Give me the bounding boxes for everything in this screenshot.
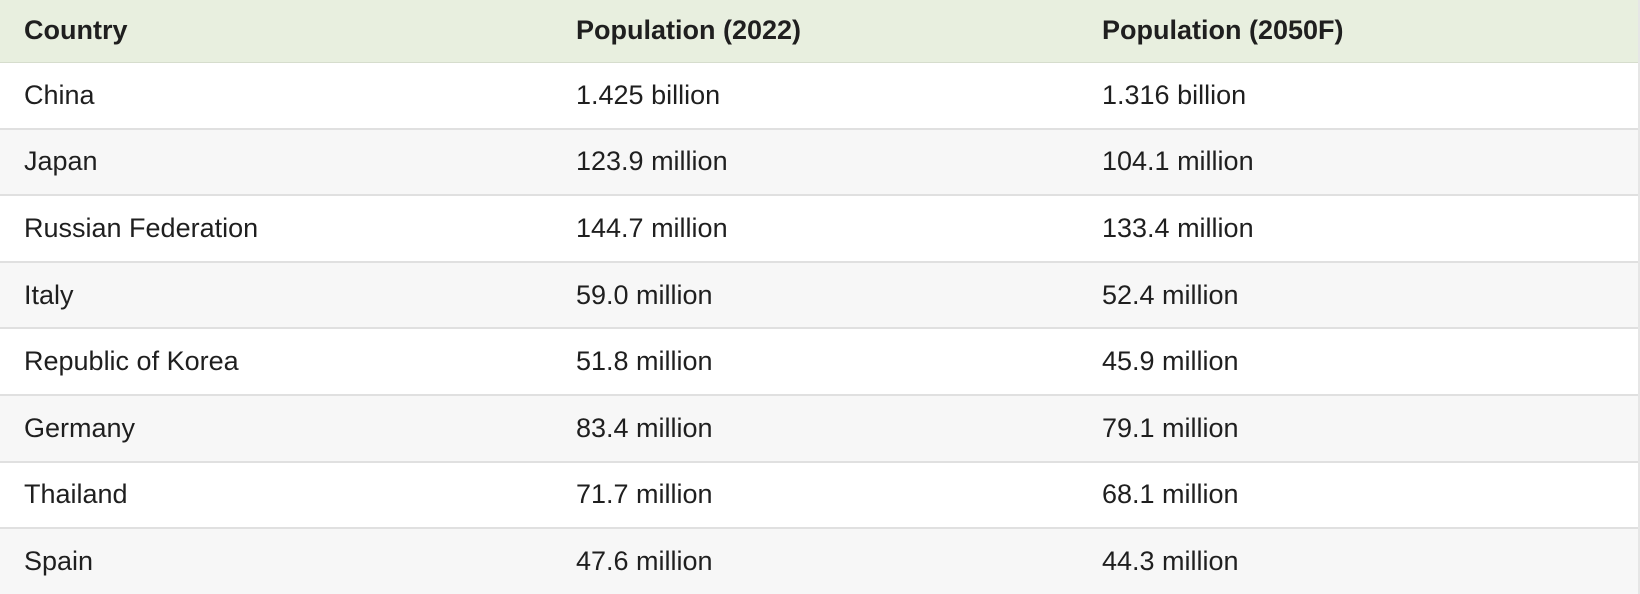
table-row: Italy 59.0 million 52.4 million [0, 261, 1638, 329]
cell-population-2050f: 52.4 million [1102, 279, 1239, 310]
cell-population-2050f: 44.3 million [1102, 545, 1239, 576]
cell-population-2050f: 1.316 billion [1102, 79, 1247, 110]
cell-population-2022: 51.8 million [576, 346, 713, 377]
cell-population-2050f: 133.4 million [1102, 212, 1254, 243]
cell-country: Russian Federation [24, 212, 259, 243]
cell-population-2022: 71.7 million [576, 479, 713, 510]
cell-population-2050f: 45.9 million [1102, 346, 1239, 377]
table-row: Spain 47.6 million 44.3 million [0, 528, 1638, 594]
table-row: China 1.425 billion 1.316 billion [0, 62, 1638, 129]
cell-country: China [24, 79, 95, 110]
cell-population-2022: 123.9 million [576, 146, 728, 177]
cell-country: Spain [24, 545, 94, 576]
table-row: Thailand 71.7 million 68.1 million [0, 461, 1638, 529]
table-header: Country Population (2022) Population (20… [0, 0, 1638, 63]
table-row: Germany 83.4 million 79.1 million [0, 394, 1638, 462]
cell-country: Italy [24, 279, 74, 310]
header-country: Country [0, 0, 552, 63]
cell-country: Japan [24, 146, 98, 177]
cell-population-2050f: 79.1 million [1102, 412, 1239, 443]
cell-population-2022: 59.0 million [576, 279, 713, 310]
cell-population-2022: 144.7 million [576, 212, 728, 243]
header-population-2022: Population (2022) [552, 0, 1078, 63]
table-row: Japan 123.9 million 104.1 million [0, 128, 1638, 196]
cell-country: Germany [24, 412, 136, 443]
cell-population-2022: 1.425 billion [576, 79, 721, 110]
cell-population-2022: 47.6 million [576, 545, 713, 576]
header-population-2050f: Population (2050F) [1078, 0, 1638, 63]
table-row: Republic of Korea 51.8 million 45.9 mill… [0, 328, 1638, 395]
table-body: China 1.425 billion 1.316 billion Japan … [0, 62, 1638, 594]
cell-country: Republic of Korea [24, 346, 239, 377]
cell-country: Thailand [24, 479, 128, 510]
cell-population-2050f: 104.1 million [1102, 146, 1254, 177]
table-row: Russian Federation 144.7 million 133.4 m… [0, 195, 1638, 262]
cell-population-2022: 83.4 million [576, 412, 713, 443]
cell-population-2050f: 68.1 million [1102, 479, 1239, 510]
header-row: Country Population (2022) Population (20… [0, 0, 1638, 63]
